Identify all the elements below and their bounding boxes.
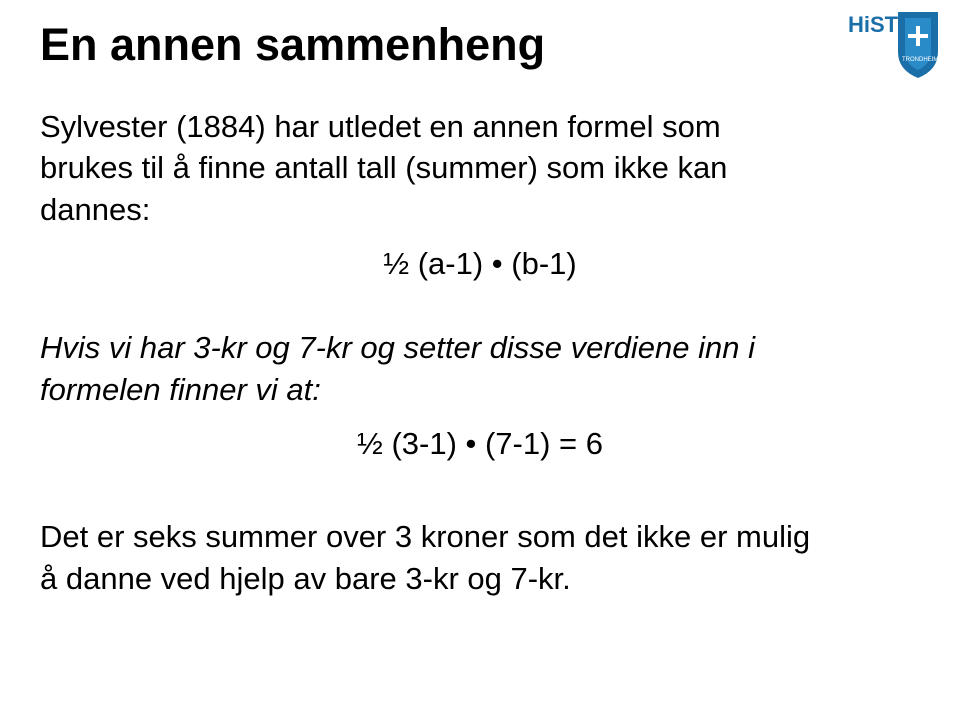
paragraph-1-line-2: brukes til å finne antall tall (summer) … [40,147,920,189]
slide-title: En annen sammenheng [40,20,920,70]
paragraph-3-line-2: å danne ved hjelp av bare 3-kr og 7-kr. [40,558,920,600]
logo-subtext: TRONDHEIM [902,57,938,63]
logo-text: HiST [848,12,899,37]
formula-2: ½ (3-1) • (7-1) = 6 [40,423,920,465]
paragraph-2-line-1: Hvis vi har 3-kr og 7-kr og setter disse… [40,327,920,369]
paragraph-1-line-1: Sylvester (1884) har utledet en annen fo… [40,106,920,148]
formula-1: ½ (a-1) • (b-1) [40,243,920,285]
paragraph-1-line-3: dannes: [40,189,920,231]
slide: HiST TRONDHEIM En annen sammenheng Sylve… [0,0,960,723]
paragraph-3-line-1: Det er seks summer over 3 kroner som det… [40,516,920,558]
hist-logo: HiST TRONDHEIM [848,12,938,78]
paragraph-2-line-2: formelen finner vi at: [40,369,920,411]
